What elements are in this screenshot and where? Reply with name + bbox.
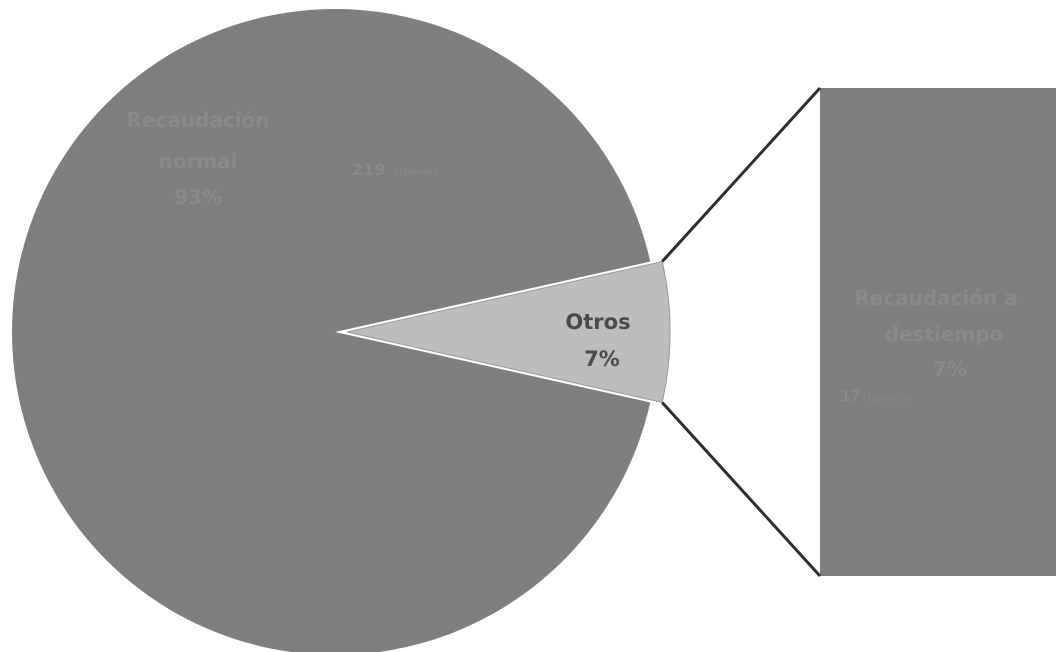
connector-line-top [661, 86, 822, 263]
bar-label-destiempo-line2: destiempo [885, 322, 1004, 346]
slice-percent-otros: 7% [584, 347, 620, 371]
pie-slice-otros [346, 260, 671, 404]
slice-percent-normal: 93% [174, 185, 222, 209]
slice-label-otros: Otros [565, 310, 630, 334]
bar-count-destiempo: 17 Usuarios [841, 389, 912, 405]
slice-label-normal-line1: Recaudación [126, 108, 269, 132]
slice-count-normal: 219 Usuarios [352, 160, 438, 179]
connector-line-bottom [661, 401, 822, 578]
bar-percent-destiempo: 7% [933, 357, 967, 381]
bar-segment-recaudacion-a-destiempo [820, 88, 1056, 576]
bar-label-destiempo-line1: Recaudación a [854, 286, 1018, 310]
pie-slice-recaudacion-normal [12, 9, 651, 652]
slice-label-normal-line2: normal [158, 149, 237, 173]
